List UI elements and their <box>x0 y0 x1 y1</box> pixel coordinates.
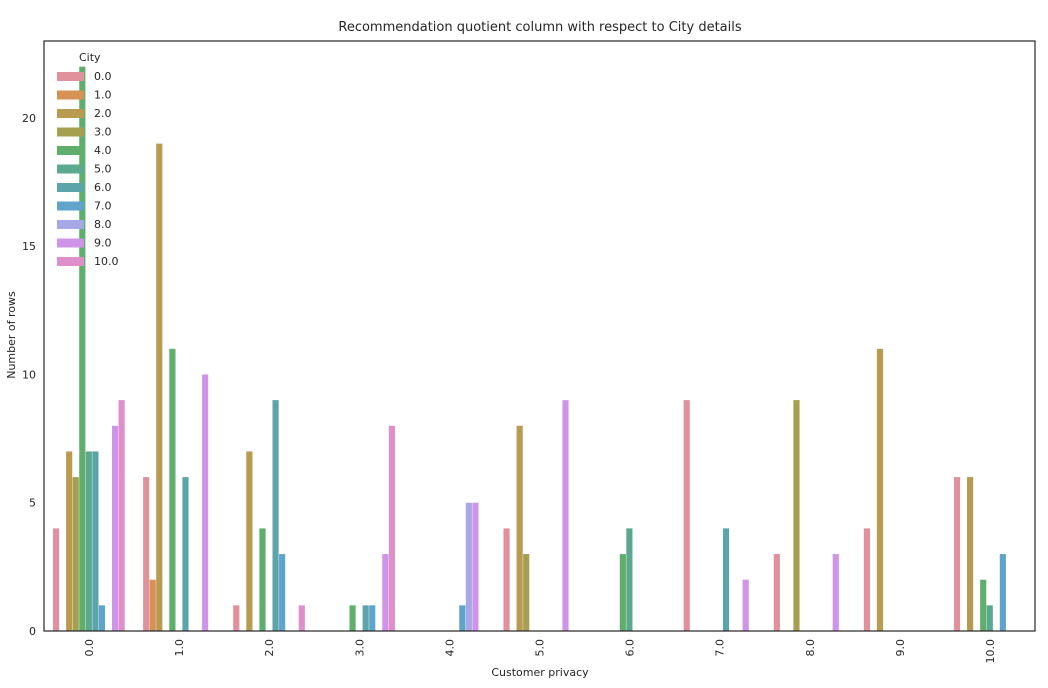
legend-swatch-10.0 <box>57 257 84 266</box>
bar-city-0.0-privacy-10.0 <box>953 477 961 631</box>
y-tick-label: 0 <box>29 625 36 638</box>
x-tick-label: 1.0 <box>173 639 186 657</box>
legend: City 0.0 1.0 2.0 3.0 4.0 5.0 6.0 7.0 8.0 9.0 10.0 <box>57 51 119 268</box>
legend-swatch-1.0 <box>57 90 84 100</box>
legend-swatch-5.0 <box>57 164 84 174</box>
legend-label-4.0: 4.0 <box>94 144 112 157</box>
legend-title: City <box>79 51 101 64</box>
legend-label-3.0: 3.0 <box>94 126 112 139</box>
legend-swatch-2.0 <box>57 109 84 118</box>
legend-swatch-4.0 <box>57 146 84 155</box>
bar-city-2.0-privacy-5.0 <box>516 425 523 631</box>
x-tick-label: 9.0 <box>894 639 907 657</box>
bar-city-7.0-privacy-0.0 <box>98 605 106 631</box>
bar-city-4.0-privacy-3.0 <box>349 605 356 631</box>
bar-city-1.0-privacy-1.0 <box>149 579 156 631</box>
legend-label-2.0: 2.0 <box>94 107 112 120</box>
x-tick-label: 2.0 <box>263 639 276 657</box>
bar-city-5.0-privacy-10.0 <box>986 605 993 631</box>
x-tick-label: 8.0 <box>804 639 817 657</box>
bar-city-5.0-privacy-6.0 <box>626 528 633 631</box>
bar-city-9.0-privacy-4.0 <box>472 502 479 631</box>
bar-city-0.0-privacy-5.0 <box>503 528 510 631</box>
legend-label-6.0: 6.0 <box>94 181 112 194</box>
bar-city-0.0-privacy-1.0 <box>143 477 150 631</box>
bar-city-9.0-privacy-1.0 <box>202 374 209 631</box>
bar-city-4.0-privacy-0.0 <box>79 66 86 631</box>
bars-group <box>53 66 1006 632</box>
bar-city-7.0-privacy-3.0 <box>369 605 376 631</box>
bar-city-2.0-privacy-10.0 <box>967 477 974 631</box>
legend-swatch-3.0 <box>57 127 84 137</box>
plot-frame <box>43 40 1036 632</box>
bar-city-6.0-privacy-1.0 <box>182 477 189 631</box>
x-tick-label: 4.0 <box>443 639 456 657</box>
bar-city-6.0-privacy-7.0 <box>722 528 730 631</box>
bar-city-3.0-privacy-8.0 <box>793 400 800 631</box>
bar-city-6.0-privacy-2.0 <box>272 400 279 631</box>
bar-city-5.0-privacy-0.0 <box>85 451 92 631</box>
bar-city-7.0-privacy-10.0 <box>999 554 1006 631</box>
bar-city-2.0-privacy-2.0 <box>246 451 253 631</box>
bar-city-2.0-privacy-1.0 <box>156 143 163 632</box>
bar-city-8.0-privacy-4.0 <box>465 502 472 631</box>
legend-swatch-0.0 <box>57 72 84 81</box>
bar-city-9.0-privacy-3.0 <box>382 554 389 631</box>
x-tick-label: 7.0 <box>714 639 727 657</box>
chart-title: Recommendation quotient column with resp… <box>338 20 741 35</box>
legend-swatch-6.0 <box>57 183 84 192</box>
bar-city-10.0-privacy-0.0 <box>118 400 125 631</box>
bar-city-4.0-privacy-10.0 <box>980 579 987 631</box>
bar-city-9.0-privacy-5.0 <box>562 400 569 631</box>
bar-city-0.0-privacy-2.0 <box>233 605 240 631</box>
bar-city-6.0-privacy-3.0 <box>362 605 369 631</box>
bar-city-0.0-privacy-8.0 <box>773 554 780 631</box>
legend-label-8.0: 8.0 <box>94 218 112 231</box>
x-tick-label: 3.0 <box>353 639 366 657</box>
bar-city-9.0-privacy-7.0 <box>742 579 749 631</box>
x-tick-label: 5.0 <box>534 639 547 657</box>
y-axis-label: Number of rows <box>5 291 18 379</box>
bar-city-7.0-privacy-4.0 <box>459 605 466 631</box>
bar-city-0.0-privacy-7.0 <box>683 400 690 631</box>
bar-city-9.0-privacy-8.0 <box>832 554 839 631</box>
x-axis-label: Customer privacy <box>491 666 589 679</box>
ticks-group: 0 5 10 15 20 0.0 1.0 2.0 3.0 4.0 5.0 6.0 7.0 8.0 9.0 10… <box>22 112 997 664</box>
bar-city-3.0-privacy-5.0 <box>523 554 530 631</box>
bar-city-2.0-privacy-0.0 <box>66 451 73 631</box>
bar-city-10.0-privacy-3.0 <box>388 425 395 631</box>
legend-label-10.0: 10.0 <box>94 255 119 268</box>
legend-swatch-7.0 <box>57 201 84 211</box>
legend-swatch-9.0 <box>57 238 84 248</box>
bar-city-4.0-privacy-1.0 <box>169 348 176 631</box>
y-tick-label: 10 <box>22 368 36 381</box>
bar-city-6.0-privacy-0.0 <box>92 451 99 631</box>
bar-city-3.0-privacy-0.0 <box>72 477 79 631</box>
legend-label-5.0: 5.0 <box>94 163 112 176</box>
bar-city-0.0-privacy-9.0 <box>863 528 870 631</box>
bar-city-9.0-privacy-0.0 <box>111 425 119 631</box>
y-tick-label: 5 <box>29 497 36 510</box>
bar-city-2.0-privacy-9.0 <box>876 348 884 631</box>
x-tick-label: 6.0 <box>624 639 637 657</box>
x-tick-label: 0.0 <box>83 639 96 657</box>
legend-swatch-8.0 <box>57 220 84 229</box>
legend-label-9.0: 9.0 <box>94 237 112 250</box>
legend-label-1.0: 1.0 <box>94 89 112 102</box>
legend-label-0.0: 0.0 <box>94 70 112 83</box>
y-tick-label: 15 <box>22 240 36 253</box>
bar-city-7.0-privacy-2.0 <box>279 554 286 631</box>
y-tick-label: 20 <box>22 112 36 125</box>
bar-city-4.0-privacy-6.0 <box>619 554 626 631</box>
legend-label-7.0: 7.0 <box>94 200 112 213</box>
bar-city-10.0-privacy-2.0 <box>298 605 305 631</box>
bar-city-4.0-privacy-2.0 <box>259 528 266 631</box>
bar-city-0.0-privacy-0.0 <box>53 528 60 631</box>
x-tick-label: 10.0 <box>984 639 997 664</box>
